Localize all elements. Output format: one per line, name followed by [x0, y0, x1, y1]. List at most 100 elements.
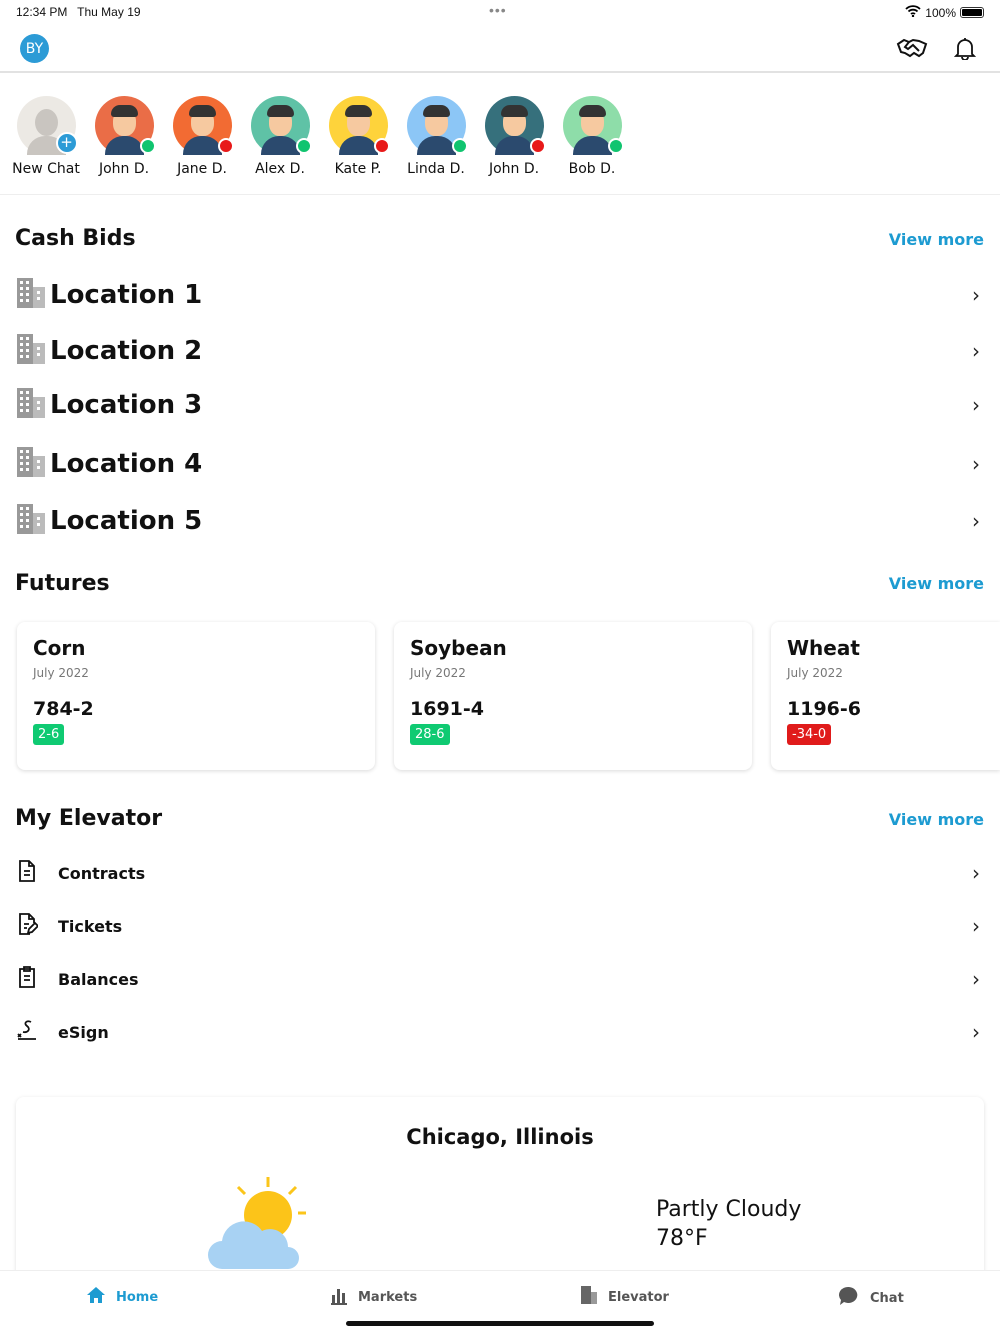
- weather-card: Chicago, Illinois Partly Cloudy 78°F: [16, 1097, 984, 1297]
- contact-avatar: [172, 96, 234, 155]
- tab-markets[interactable]: Markets: [330, 1285, 417, 1309]
- user-avatar[interactable]: BY: [20, 34, 49, 63]
- chat-contact[interactable]: Alex D.: [241, 96, 319, 177]
- battery-icon: [960, 7, 984, 18]
- chat-contact[interactable]: John D.: [85, 96, 163, 177]
- chat-contact[interactable]: Kate P.: [319, 96, 397, 177]
- chevron-right-icon: ›: [972, 339, 980, 363]
- tab-chat[interactable]: Chat: [838, 1285, 904, 1311]
- commodity-name: Wheat: [787, 636, 860, 660]
- chevron-right-icon: ›: [972, 861, 980, 885]
- change-badge: 28-6: [410, 724, 450, 745]
- cash-bids-view-more[interactable]: View more: [888, 230, 984, 249]
- wifi-icon: [905, 5, 921, 20]
- elevator-row-contracts[interactable]: Contracts ›: [16, 853, 984, 893]
- edit-document-icon: [16, 912, 40, 940]
- presence-indicator: [295, 138, 312, 154]
- chat-contact[interactable]: Linda D.: [397, 96, 475, 177]
- bell-icon[interactable]: [953, 36, 977, 64]
- new-chat-avatar: +: [16, 96, 78, 155]
- tab-home[interactable]: Home: [86, 1285, 158, 1309]
- contract-month: July 2022: [787, 666, 843, 680]
- contact-name: John D.: [488, 161, 540, 177]
- contract-month: July 2022: [410, 666, 466, 680]
- contact-avatar: [250, 96, 312, 155]
- building-icon: [16, 446, 46, 482]
- futures-card[interactable]: Soybean July 2022 1691-4 28-6: [394, 622, 752, 770]
- futures-view-more[interactable]: View more: [888, 574, 984, 593]
- document-icon: [16, 859, 38, 887]
- contact-name: John D.: [98, 161, 150, 177]
- bar-chart-icon: [330, 1285, 348, 1309]
- presence-indicator: [529, 138, 546, 154]
- change-badge: -34-0: [787, 724, 832, 745]
- chevron-right-icon: ›: [972, 393, 980, 417]
- cash-bids-title: Cash Bids: [15, 226, 136, 251]
- futures-title: Futures: [15, 571, 110, 596]
- building-icon: [16, 387, 46, 423]
- status-time: 12:34 PM Thu May 19: [16, 5, 141, 19]
- elevator-view-more[interactable]: View more: [888, 810, 984, 829]
- weather-temp: 78°F: [656, 1226, 708, 1251]
- contact-name: Alex D.: [255, 161, 305, 177]
- contact-avatar: [562, 96, 624, 155]
- bottom-tab-bar: Home Markets Elevator Chat: [0, 1270, 1000, 1334]
- chevron-right-icon: ›: [972, 283, 980, 307]
- presence-indicator: [217, 138, 234, 154]
- contact-name: Jane D.: [177, 161, 227, 177]
- weather-city: Chicago, Illinois: [406, 1125, 594, 1149]
- elevator-title: My Elevator: [15, 806, 163, 831]
- chat-contact[interactable]: John D.: [475, 96, 553, 177]
- building-icon: [16, 333, 46, 369]
- contact-name: New Chat: [12, 161, 80, 177]
- weather-condition: Partly Cloudy 78°F: [656, 1197, 802, 1251]
- location-row[interactable]: Location 2 ›: [16, 331, 984, 371]
- building-icon: [580, 1285, 598, 1309]
- top-header: BY: [0, 26, 1000, 73]
- location-row[interactable]: Location 3 ›: [16, 385, 984, 425]
- multitask-dots[interactable]: •••: [489, 2, 507, 18]
- chat-contacts-row: + New Chat John D. Jane D. Alex D. Kate P. Lin…: [0, 96, 1000, 195]
- elevator-row-esign[interactable]: eSign ›: [16, 1012, 984, 1052]
- location-row[interactable]: Location 1 ›: [16, 275, 984, 315]
- commodity-name: Soybean: [410, 636, 507, 660]
- change-badge: 2-6: [33, 724, 65, 745]
- presence-indicator: [451, 138, 468, 154]
- presence-indicator: [373, 138, 390, 154]
- building-icon: [16, 503, 46, 539]
- plus-icon: +: [55, 132, 78, 154]
- chat-contact[interactable]: Bob D.: [553, 96, 631, 177]
- location-row[interactable]: Location 4 ›: [16, 444, 984, 484]
- contact-avatar: [484, 96, 546, 155]
- chevron-right-icon: ›: [972, 967, 980, 991]
- chevron-right-icon: ›: [972, 452, 980, 476]
- price: 1196-6: [787, 698, 861, 720]
- price: 1691-4: [410, 698, 484, 720]
- building-icon: [16, 277, 46, 313]
- elevator-row-tickets[interactable]: Tickets ›: [16, 906, 984, 946]
- contact-avatar: [328, 96, 390, 155]
- handshake-icon[interactable]: [896, 36, 928, 64]
- elevator-row-balances[interactable]: Balances ›: [16, 959, 984, 999]
- signature-icon: [16, 1018, 38, 1046]
- contract-month: July 2022: [33, 666, 89, 680]
- chat-contact[interactable]: Jane D.: [163, 96, 241, 177]
- clipboard-icon: [16, 965, 38, 993]
- chevron-right-icon: ›: [972, 1020, 980, 1044]
- chat-contact[interactable]: + New Chat: [7, 96, 85, 177]
- contact-name: Kate P.: [334, 161, 382, 177]
- price: 784-2: [33, 698, 94, 720]
- partly-cloudy-icon: [208, 1175, 308, 1275]
- chat-bubble-icon: [838, 1285, 860, 1311]
- contact-name: Linda D.: [407, 161, 465, 177]
- presence-indicator: [607, 138, 624, 154]
- futures-card[interactable]: Corn July 2022 784-2 2-6: [17, 622, 375, 770]
- contact-name: Bob D.: [568, 161, 616, 177]
- location-row[interactable]: Location 5 ›: [16, 501, 984, 541]
- futures-card[interactable]: Wheat July 2022 1196-6 -34-0: [771, 622, 1000, 770]
- tab-elevator[interactable]: Elevator: [580, 1285, 669, 1309]
- presence-indicator: [139, 138, 156, 154]
- battery-percent: 100%: [925, 5, 956, 20]
- contact-avatar: [94, 96, 156, 155]
- home-indicator: [346, 1321, 654, 1326]
